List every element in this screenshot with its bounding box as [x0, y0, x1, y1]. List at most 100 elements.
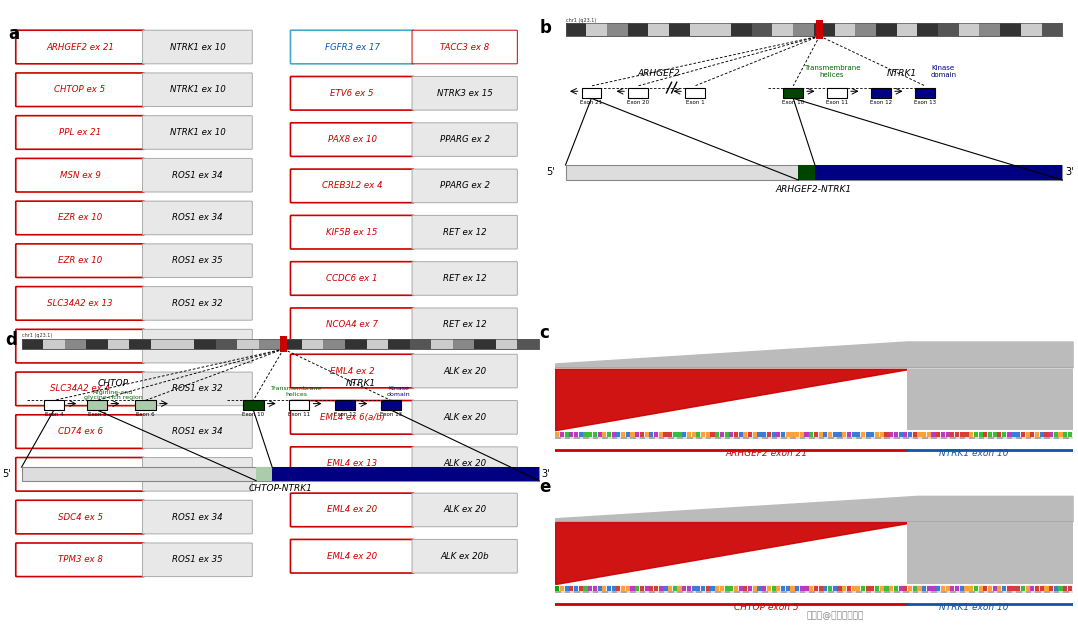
Bar: [151, 338, 172, 349]
Bar: [715, 432, 719, 436]
Bar: [677, 437, 683, 439]
Bar: [852, 432, 856, 436]
FancyBboxPatch shape: [142, 458, 252, 491]
Bar: [474, 338, 496, 349]
FancyBboxPatch shape: [16, 158, 144, 192]
Bar: [969, 437, 975, 439]
Bar: [889, 586, 894, 590]
FancyBboxPatch shape: [412, 123, 517, 156]
Bar: [649, 432, 653, 436]
Bar: [715, 586, 719, 590]
FancyBboxPatch shape: [142, 73, 252, 107]
FancyBboxPatch shape: [16, 244, 144, 278]
Bar: [663, 586, 667, 590]
Bar: [65, 338, 86, 349]
Bar: [766, 586, 771, 590]
FancyBboxPatch shape: [290, 123, 414, 156]
Bar: [701, 432, 705, 436]
FancyBboxPatch shape: [290, 447, 414, 480]
Bar: [915, 87, 935, 99]
Bar: [773, 23, 793, 36]
Bar: [1007, 591, 1012, 593]
Bar: [654, 586, 658, 590]
Bar: [1003, 432, 1006, 436]
Text: CHTOP ex 5: CHTOP ex 5: [55, 85, 106, 94]
Bar: [603, 591, 608, 593]
Text: EML4 ex 2: EML4 ex 2: [330, 367, 374, 376]
Bar: [913, 591, 918, 593]
Bar: [1017, 586, 1020, 590]
Bar: [603, 432, 606, 436]
Bar: [706, 437, 711, 439]
Bar: [607, 23, 627, 36]
Bar: [673, 432, 677, 436]
Bar: [22, 338, 539, 349]
Bar: [987, 586, 992, 590]
FancyBboxPatch shape: [290, 77, 414, 110]
Bar: [621, 432, 625, 436]
Bar: [621, 437, 626, 439]
Bar: [625, 586, 630, 590]
Bar: [828, 432, 832, 436]
Bar: [804, 432, 808, 436]
Text: CD74 ex 6: CD74 ex 6: [57, 427, 102, 436]
Bar: [875, 591, 881, 593]
Bar: [573, 586, 578, 590]
FancyBboxPatch shape: [16, 415, 144, 448]
Bar: [810, 586, 813, 590]
Bar: [172, 338, 194, 349]
Bar: [959, 591, 966, 593]
Bar: [1054, 586, 1058, 590]
Bar: [987, 432, 992, 436]
Bar: [818, 432, 823, 436]
Text: e: e: [540, 478, 551, 496]
Bar: [790, 432, 794, 436]
Text: Exon 12: Exon 12: [870, 100, 893, 106]
Bar: [959, 437, 966, 439]
Bar: [762, 432, 766, 436]
FancyBboxPatch shape: [142, 116, 252, 149]
Bar: [517, 338, 539, 349]
Bar: [814, 432, 818, 436]
Bar: [894, 591, 899, 593]
FancyBboxPatch shape: [412, 215, 517, 249]
Text: 5': 5': [2, 469, 11, 479]
Bar: [1059, 586, 1063, 590]
Bar: [917, 586, 922, 590]
Bar: [875, 437, 881, 439]
Bar: [1025, 591, 1032, 593]
Bar: [941, 591, 946, 593]
Bar: [987, 591, 994, 593]
Bar: [581, 87, 602, 99]
Text: Exon 10: Exon 10: [783, 100, 804, 106]
Bar: [687, 586, 691, 590]
Bar: [1063, 586, 1067, 590]
FancyBboxPatch shape: [412, 447, 517, 480]
Bar: [302, 338, 323, 349]
Bar: [796, 586, 799, 590]
Text: SLC34A2 ex 13: SLC34A2 ex 13: [47, 342, 113, 350]
Bar: [1021, 23, 1041, 36]
Bar: [1011, 586, 1015, 590]
Bar: [645, 586, 649, 590]
Bar: [22, 467, 539, 480]
FancyBboxPatch shape: [16, 372, 144, 406]
Bar: [758, 432, 761, 436]
Bar: [870, 586, 874, 590]
Bar: [589, 432, 592, 436]
Bar: [838, 437, 843, 439]
Bar: [677, 432, 681, 436]
Bar: [800, 437, 805, 439]
Bar: [611, 591, 618, 593]
Bar: [818, 586, 823, 590]
Text: PPL ex 21: PPL ex 21: [59, 128, 101, 137]
FancyBboxPatch shape: [142, 30, 252, 64]
Bar: [431, 338, 453, 349]
Bar: [824, 432, 828, 436]
Bar: [627, 23, 648, 36]
Bar: [625, 432, 630, 436]
Bar: [597, 586, 602, 590]
Bar: [1054, 591, 1060, 593]
Bar: [734, 591, 740, 593]
Text: Arginine-and
glycine-rich region: Arginine-and glycine-rich region: [84, 389, 142, 401]
